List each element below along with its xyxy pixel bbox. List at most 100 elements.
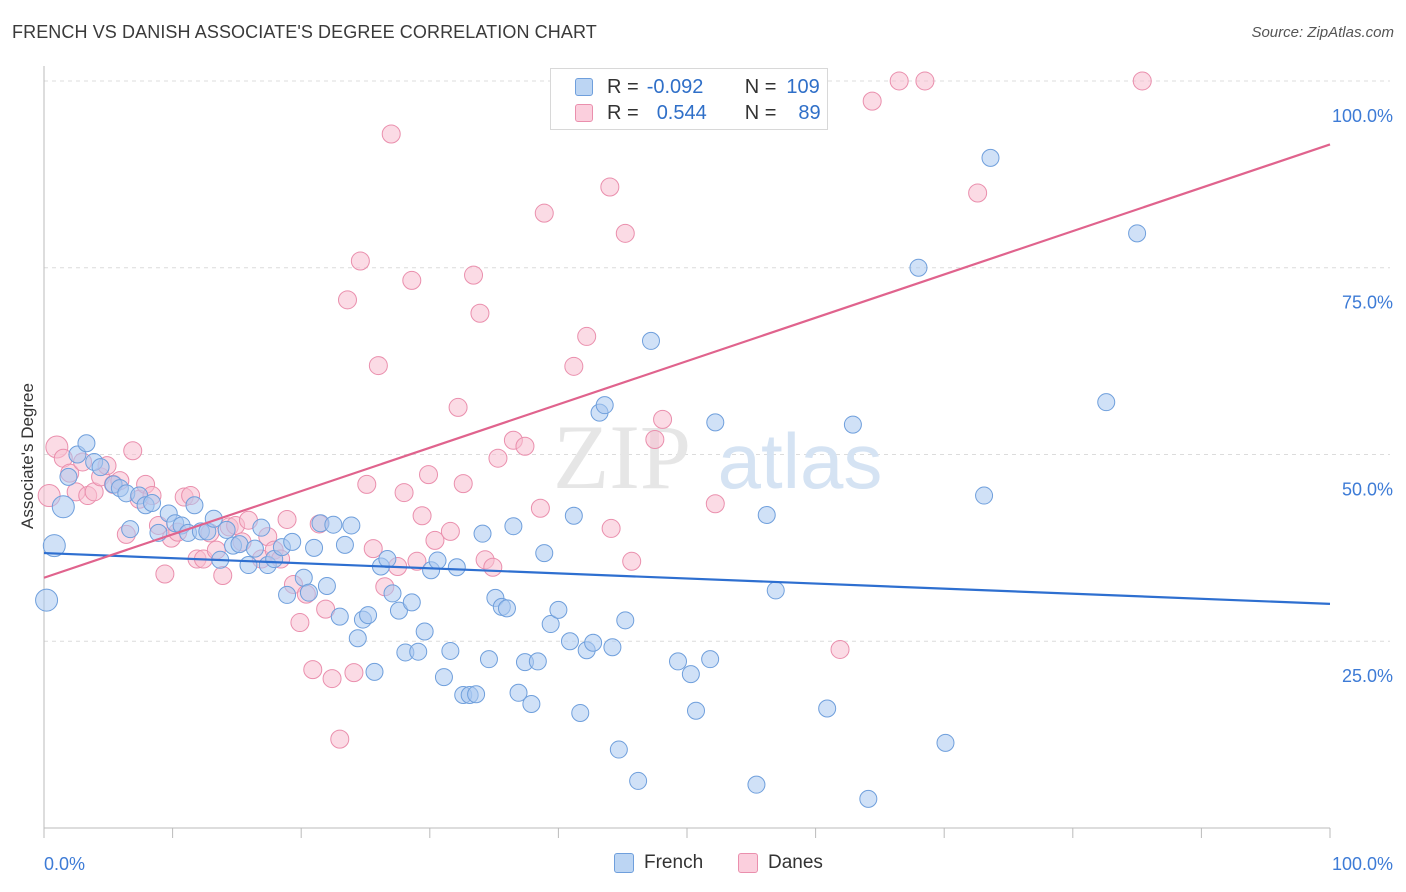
french-point <box>497 599 516 618</box>
danes-point <box>337 290 357 310</box>
french-point <box>383 584 402 603</box>
french-point <box>629 771 648 790</box>
danes-point <box>344 663 364 683</box>
french-point <box>843 415 862 434</box>
danes-point <box>213 565 233 585</box>
french-point <box>509 683 528 702</box>
chart-source: Source: ZipAtlas.com <box>1251 24 1394 41</box>
danes-point <box>123 441 143 461</box>
french-point <box>609 740 628 759</box>
chart-title: FRENCH VS DANISH ASSOCIATE'S DEGREE CORR… <box>12 22 597 42</box>
french-point <box>560 632 579 651</box>
bottom-danes-swatch <box>738 853 758 873</box>
french-point <box>348 629 367 648</box>
french-point <box>239 556 258 575</box>
danes-r-value: 0.544 <box>656 101 707 124</box>
danes-point <box>488 448 508 468</box>
french-point <box>324 515 343 534</box>
gridlines <box>44 80 1390 642</box>
french-point <box>35 588 59 612</box>
danes-point <box>705 494 725 514</box>
danes-point <box>330 729 350 749</box>
danes-point <box>1132 71 1152 91</box>
danes-n-value: 89 <box>798 101 821 124</box>
danes-point <box>290 613 310 633</box>
danes-point <box>622 551 642 571</box>
danes-trendline <box>43 143 1331 579</box>
french-point <box>859 789 878 808</box>
danes-point <box>277 509 297 529</box>
bottom-french-label: French <box>644 852 704 873</box>
french-point <box>1097 393 1116 412</box>
danes-point <box>453 474 473 494</box>
danes-point <box>470 303 490 323</box>
french-point <box>541 615 560 634</box>
french-point <box>1128 224 1147 243</box>
danes-point <box>615 223 635 243</box>
french-point <box>77 434 96 453</box>
french-point <box>434 668 453 687</box>
french-point <box>818 699 837 718</box>
french-r-value: -0.092 <box>646 75 704 98</box>
trendlines <box>43 143 1331 605</box>
legend-box: R = -0.092 N = 109 R = 0.544 N = 89 <box>550 68 828 130</box>
axes <box>43 66 1331 838</box>
french-point <box>757 505 776 524</box>
french-point <box>245 539 264 558</box>
danes-swatch <box>575 104 593 122</box>
french-points <box>35 148 1147 808</box>
y-tick-label: 25.0% <box>1342 666 1393 686</box>
french-point <box>747 775 766 794</box>
danes-point <box>483 557 503 577</box>
french-n-label: N = <box>744 75 777 98</box>
danes-point <box>440 521 460 541</box>
bottom-french-swatch <box>614 853 634 873</box>
french-point <box>330 607 349 626</box>
x-tick-label: 100.0% <box>1332 854 1393 874</box>
danes-point <box>577 326 597 346</box>
french-point <box>447 558 466 577</box>
french-point <box>603 638 622 657</box>
french-point <box>641 331 660 350</box>
danes-point <box>368 356 388 376</box>
french-point <box>415 622 434 641</box>
french-point <box>91 458 110 477</box>
french-point <box>365 662 384 681</box>
french-point <box>975 486 994 505</box>
french-point <box>571 703 590 722</box>
french-point <box>294 568 313 587</box>
danes-point <box>425 530 445 550</box>
y-tick-label: 75.0% <box>1342 293 1393 313</box>
danes-point <box>530 498 550 518</box>
french-point <box>467 685 486 704</box>
danes-point <box>402 270 422 290</box>
french-point <box>409 642 428 661</box>
danes-point <box>316 599 336 619</box>
french-point <box>378 550 397 569</box>
danes-point <box>830 639 850 659</box>
french-point <box>681 665 700 684</box>
danes-point <box>303 660 323 680</box>
french-point <box>522 694 541 713</box>
danes-point <box>155 564 175 584</box>
danes-point <box>534 203 554 223</box>
danes-point <box>601 518 621 538</box>
danes-point <box>600 177 620 197</box>
legend-row-french: R = -0.092 N = 109 <box>575 75 820 99</box>
danes-point <box>564 356 584 376</box>
danes-point <box>322 669 342 689</box>
danes-point <box>407 551 427 571</box>
french-point <box>42 534 66 558</box>
french-point <box>584 633 603 652</box>
french-point <box>441 641 460 660</box>
danes-point <box>464 265 484 285</box>
y-tick-label: 50.0% <box>1342 479 1393 499</box>
french-point <box>217 520 236 539</box>
french-point <box>479 650 498 669</box>
danes-point <box>357 474 377 494</box>
french-point <box>535 544 554 563</box>
danes-point <box>968 183 988 203</box>
tick-labels: 25.0% 50.0% 75.0% 100.0% 0.0% 100.0% <box>44 106 1393 874</box>
french-point <box>668 652 687 671</box>
french-point <box>278 585 297 604</box>
